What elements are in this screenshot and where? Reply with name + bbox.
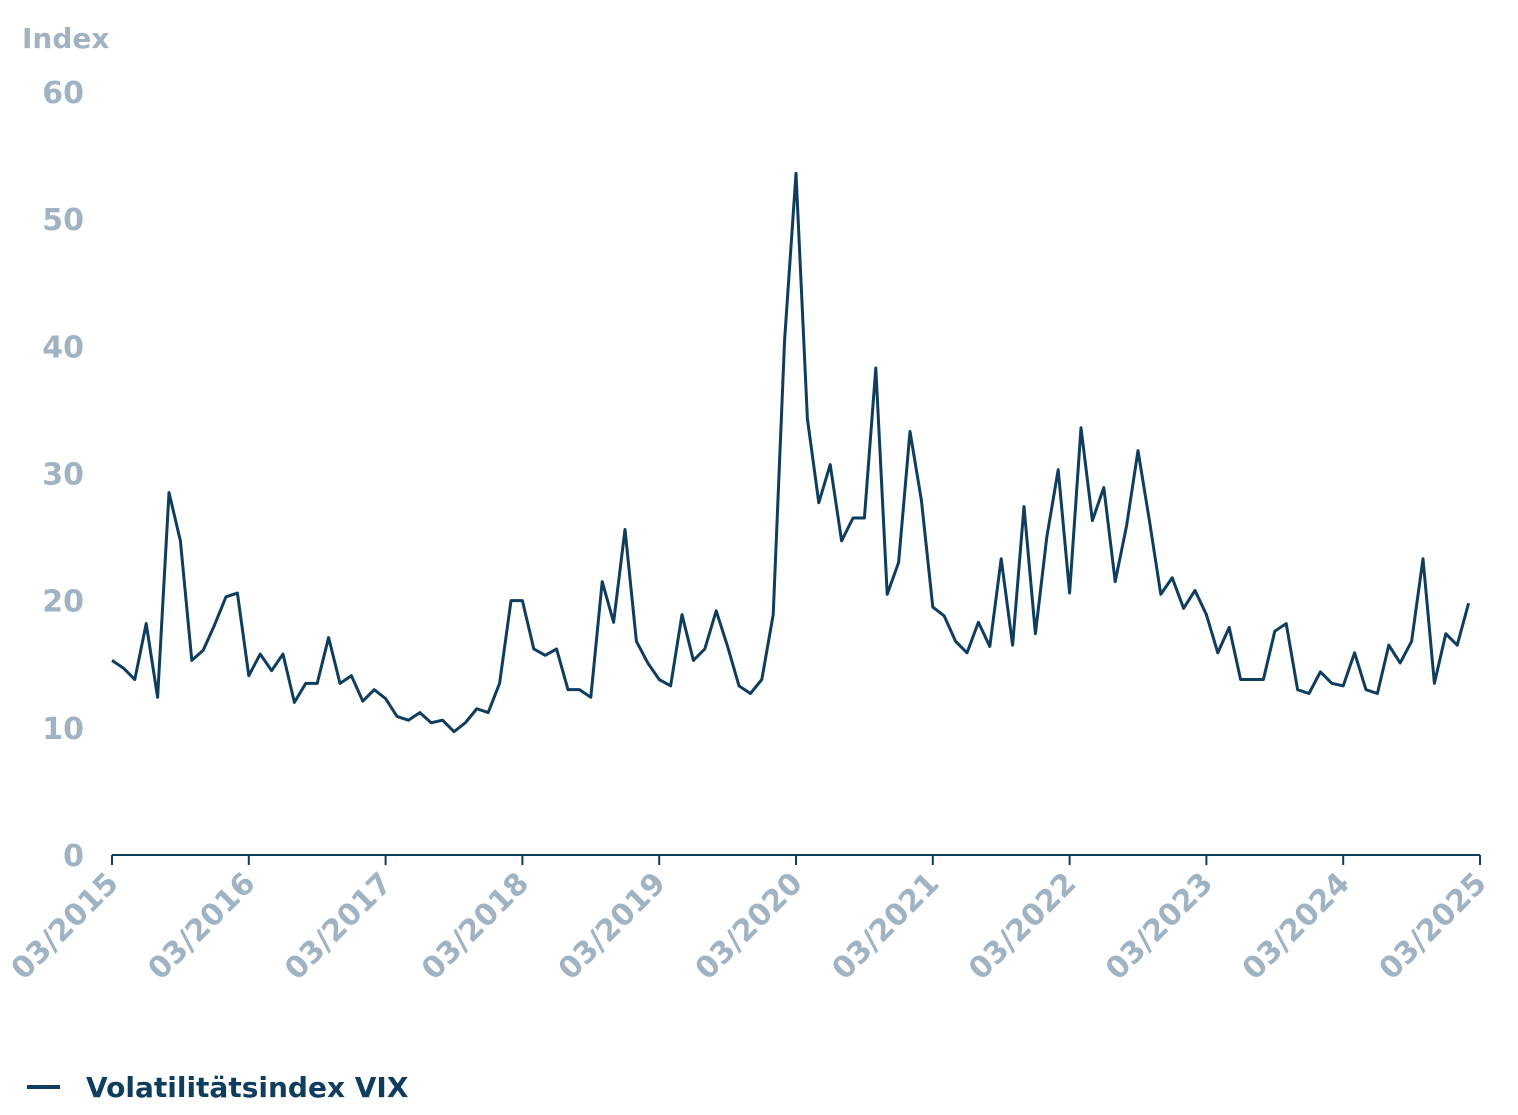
y-tick-label: 30: [42, 458, 84, 493]
y-tick-label: 40: [42, 330, 84, 365]
y-tick-label: 50: [42, 203, 84, 238]
y-axis-label: Index: [22, 22, 109, 55]
x-tick-label: 03/2017: [278, 866, 399, 987]
y-tick-label: 0: [63, 839, 84, 874]
x-tick-label: 03/2016: [141, 866, 262, 987]
x-tick-label: 03/2022: [962, 866, 1083, 987]
x-tick-label: 03/2018: [415, 866, 536, 987]
x-tick-label: 03/2023: [1099, 866, 1220, 987]
y-tick-label: 20: [42, 585, 84, 620]
y-tick-label: 60: [42, 76, 84, 111]
legend-label: Volatilitätsindex VIX: [86, 1071, 409, 1104]
data-line: [111, 171, 1471, 734]
x-tick-label: 03/2024: [1236, 866, 1357, 987]
x-tick-label: 03/2015: [5, 866, 126, 987]
x-tick-label: 03/2019: [552, 866, 673, 987]
x-tick-label: 03/2021: [825, 866, 946, 987]
x-tick-label: 03/2025: [1373, 866, 1494, 987]
x-tick-label: 03/2020: [689, 866, 810, 987]
y-tick-label: 10: [42, 712, 84, 747]
